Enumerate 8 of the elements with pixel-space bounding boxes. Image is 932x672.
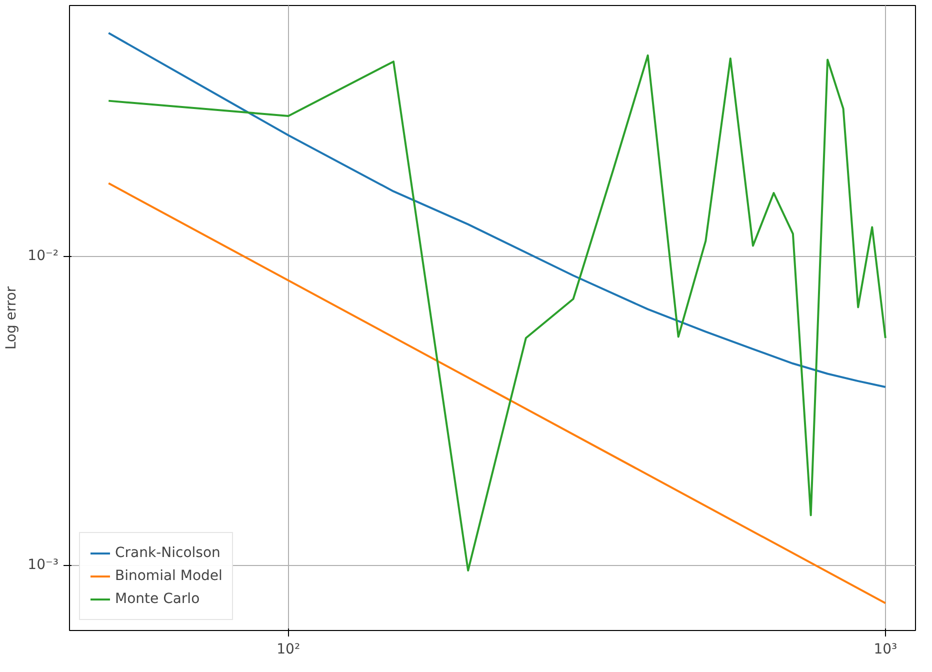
legend-label: Binomial Model <box>115 568 222 584</box>
x-tick-label: 10³ <box>874 642 898 658</box>
y-tick-label: 10⁻² <box>28 248 59 264</box>
legend-label: Crank-Nicolson <box>115 545 220 561</box>
y-axis-title: Log error <box>4 286 20 350</box>
legend-label: Monte Carlo <box>115 591 200 607</box>
x-tick-label: 10² <box>276 642 300 658</box>
y-tick-label: 10⁻³ <box>28 557 59 574</box>
